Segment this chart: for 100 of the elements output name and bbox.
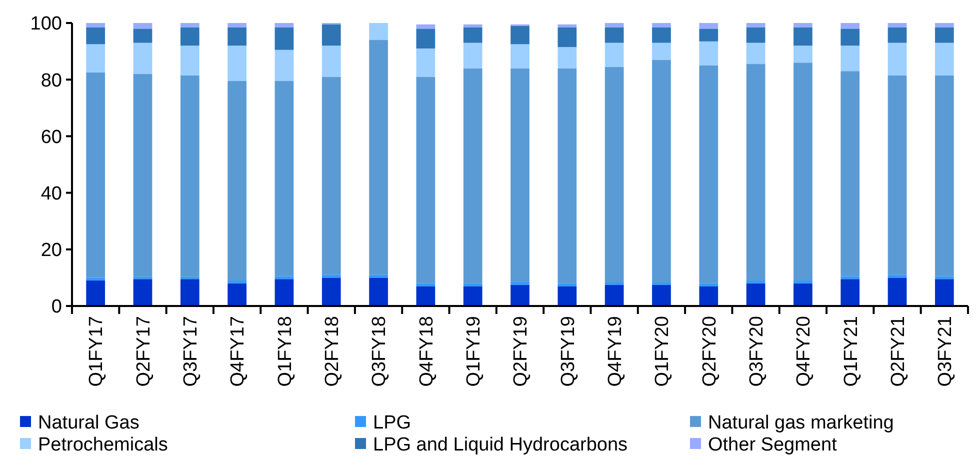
bar bbox=[794, 46, 812, 63]
bar bbox=[463, 27, 482, 43]
bar bbox=[510, 282, 530, 285]
bar bbox=[746, 23, 766, 28]
bar bbox=[888, 42, 907, 76]
bar bbox=[652, 42, 671, 60]
x-tick-label: Q3FY19 bbox=[558, 316, 579, 387]
bar bbox=[463, 286, 482, 306]
bar bbox=[463, 68, 482, 284]
x-tick-label: Q1FY20 bbox=[652, 316, 674, 387]
bar bbox=[228, 27, 246, 46]
y-tick-label: 100 bbox=[30, 14, 62, 35]
bar bbox=[934, 23, 954, 28]
bar bbox=[274, 81, 294, 276]
x-tick-label: Q3FY18 bbox=[369, 316, 390, 387]
bar bbox=[133, 74, 152, 277]
x-tick-label: Q2FY21 bbox=[888, 316, 909, 387]
bar bbox=[228, 23, 246, 28]
bar bbox=[274, 50, 294, 82]
legend-label: Petrochemicals bbox=[38, 434, 168, 456]
bar bbox=[746, 280, 766, 284]
bar bbox=[369, 278, 388, 306]
bar bbox=[652, 60, 671, 283]
x-tick-label: Q1FY18 bbox=[274, 316, 296, 387]
bar bbox=[699, 23, 718, 29]
bar bbox=[133, 28, 152, 43]
bar bbox=[510, 68, 530, 282]
bar bbox=[86, 23, 106, 28]
bar bbox=[369, 23, 388, 40]
bar bbox=[133, 23, 152, 29]
bar bbox=[794, 283, 812, 306]
bar bbox=[416, 286, 436, 306]
bar bbox=[604, 27, 624, 43]
bar bbox=[274, 279, 294, 306]
bar bbox=[604, 66, 624, 283]
bar bbox=[794, 62, 812, 281]
bar bbox=[228, 283, 246, 306]
bar bbox=[794, 280, 812, 284]
x-tick-label: Q3FY21 bbox=[935, 316, 956, 387]
bar bbox=[180, 27, 200, 46]
bar bbox=[888, 23, 907, 28]
bar bbox=[888, 75, 907, 275]
bar bbox=[86, 44, 106, 73]
bar bbox=[416, 28, 436, 48]
bar bbox=[888, 278, 907, 306]
bar bbox=[274, 27, 294, 50]
bar bbox=[416, 76, 436, 284]
x-tick-label: Q3FY17 bbox=[180, 316, 202, 387]
legend-label: Natural gas marketing bbox=[708, 412, 894, 434]
bar bbox=[840, 71, 860, 276]
bar bbox=[699, 41, 718, 66]
bar bbox=[416, 48, 436, 77]
x-tick-label: Q2FY20 bbox=[699, 316, 720, 387]
bar bbox=[934, 27, 954, 43]
bar bbox=[86, 278, 106, 281]
bar bbox=[840, 46, 860, 72]
y-tick-label: 80 bbox=[40, 70, 62, 92]
bar bbox=[510, 44, 530, 68]
legend-label: LPG and Liquid Hydrocarbons bbox=[373, 434, 628, 456]
bar bbox=[840, 23, 860, 29]
legend-label: LPG bbox=[373, 412, 412, 434]
bar bbox=[86, 27, 106, 44]
bar bbox=[558, 47, 577, 68]
x-tick-label: Q4FY19 bbox=[604, 316, 626, 387]
y-tick-label: 60 bbox=[40, 126, 62, 148]
bar bbox=[274, 23, 294, 28]
bar bbox=[604, 23, 624, 28]
bar bbox=[888, 27, 907, 43]
bar bbox=[934, 279, 954, 306]
bar bbox=[86, 280, 106, 306]
bar bbox=[416, 24, 436, 29]
bar bbox=[794, 23, 812, 28]
bar bbox=[463, 42, 482, 68]
bar bbox=[322, 76, 341, 275]
bar bbox=[322, 46, 341, 77]
x-tick-label: Q2FY17 bbox=[133, 316, 154, 387]
x-tick-label: Q2FY19 bbox=[510, 316, 532, 387]
legend-label: Natural Gas bbox=[38, 412, 140, 434]
bar bbox=[558, 286, 577, 306]
x-tick-label: Q4FY17 bbox=[228, 316, 249, 387]
legend-label: Other Segment bbox=[708, 434, 838, 456]
bar bbox=[322, 278, 341, 306]
bar bbox=[133, 42, 152, 74]
bar bbox=[510, 26, 530, 44]
x-tick-label: Q1FY19 bbox=[463, 316, 484, 387]
bar bbox=[934, 42, 954, 76]
bar bbox=[840, 279, 860, 306]
y-tick-label: 20 bbox=[40, 240, 62, 262]
bar bbox=[510, 284, 530, 306]
bar bbox=[180, 279, 200, 306]
bar bbox=[228, 81, 246, 281]
bar bbox=[699, 65, 718, 284]
bar bbox=[699, 28, 718, 42]
bar bbox=[746, 27, 766, 43]
bar bbox=[180, 23, 200, 28]
y-tick-label: 40 bbox=[40, 183, 62, 204]
bar bbox=[746, 64, 766, 281]
x-tick-label: Q1FY17 bbox=[86, 316, 108, 387]
bar bbox=[840, 28, 860, 46]
bar bbox=[86, 72, 106, 278]
